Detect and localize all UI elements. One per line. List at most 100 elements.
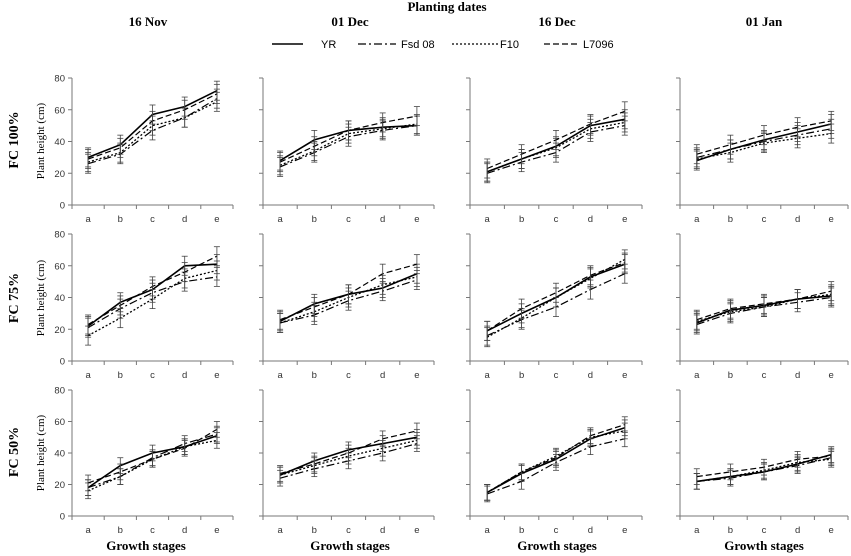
x-tick-label: a xyxy=(694,370,700,381)
x-tick-label: b xyxy=(519,214,524,225)
y-tick-label: 80 xyxy=(54,386,65,397)
x-tick-label: e xyxy=(214,370,219,381)
x-tick-label: d xyxy=(380,214,385,225)
x-axis-label-16-dec: Growth stages xyxy=(517,538,597,553)
x-tick-label: e xyxy=(414,370,419,381)
x-tick-label: b xyxy=(728,525,733,536)
row-label-fc100: FC 100% xyxy=(7,111,22,168)
x-tick-label: c xyxy=(762,214,767,225)
panel-fc-75-01-dec: a b c d e xyxy=(259,233,435,381)
x-tick-label: c xyxy=(346,525,351,536)
column-title-16-nov: 16 Nov xyxy=(129,14,168,29)
y-axis-label-fc50: Plant height (cm) xyxy=(35,414,47,491)
x-tick-label: b xyxy=(118,525,123,536)
panel-fc-75-16-nov: 0 20 40 60 80 a b c d e xyxy=(54,230,234,381)
x-tick-label: a xyxy=(85,214,91,225)
x-tick-label: e xyxy=(622,525,627,536)
x-tick-label: b xyxy=(519,525,524,536)
series-fsd-08-line xyxy=(87,98,218,165)
y-tick-label: 0 xyxy=(60,357,65,368)
y-tick-label: 40 xyxy=(54,137,65,148)
x-tick-label: e xyxy=(414,525,419,536)
chart-title: Planting dates xyxy=(407,0,486,14)
legend: YR Fsd 08 F10 L7096 xyxy=(272,39,614,51)
x-tick-label: a xyxy=(485,525,491,536)
x-tick-label: d xyxy=(182,525,187,536)
x-tick-label: a xyxy=(277,370,283,381)
x-tick-label: c xyxy=(554,214,559,225)
legend-label-yr: YR xyxy=(321,39,336,51)
row-label-fc50: FC 50% xyxy=(7,427,22,477)
x-tick-label: c xyxy=(346,214,351,225)
column-title-01-dec: 01 Dec xyxy=(331,14,368,29)
x-tick-label: d xyxy=(795,370,800,381)
x-tick-label: b xyxy=(312,370,317,381)
x-tick-label: c xyxy=(150,370,155,381)
x-tick-label: b xyxy=(728,214,733,225)
x-axis-label-01-jan: Growth stages xyxy=(724,538,804,553)
x-tick-label: c xyxy=(554,525,559,536)
x-tick-label: c xyxy=(346,370,351,381)
row-label-fc75: FC 75% xyxy=(7,273,22,323)
y-tick-label: 80 xyxy=(54,230,65,241)
y-tick-label: 40 xyxy=(54,449,65,460)
x-tick-label: b xyxy=(312,214,317,225)
column-title-01-jan: 01 Jan xyxy=(746,14,783,29)
panel-fc-50-16-dec: a b c d e xyxy=(466,389,643,536)
y-tick-label: 20 xyxy=(54,480,65,491)
panels: 0 20 40 60 80 a b c d e a b c d e a b c d e a b c d e 0 20 40 60 80 a b… xyxy=(54,74,849,536)
x-tick-label: e xyxy=(414,214,419,225)
y-tick-label: 0 xyxy=(60,512,65,523)
series-fsd-08-line xyxy=(87,276,217,329)
x-tick-label: b xyxy=(118,214,123,225)
y-tick-label: 60 xyxy=(54,417,65,428)
x-tick-label: b xyxy=(519,370,524,381)
x-tick-label: b xyxy=(312,525,317,536)
x-tick-label: d xyxy=(380,525,385,536)
panel-fc-75-01-jan: a b c d e xyxy=(676,233,849,381)
y-axis-label-fc100: Plant height (cm) xyxy=(35,102,47,179)
legend-label-l7096: L7096 xyxy=(583,39,614,51)
x-tick-label: a xyxy=(85,525,91,536)
panel-fc-100-01-dec: a b c d e xyxy=(259,77,435,225)
x-tick-label: d xyxy=(795,525,800,536)
x-tick-label: a xyxy=(85,370,91,381)
x-tick-label: b xyxy=(728,370,733,381)
x-tick-label: d xyxy=(380,370,385,381)
x-tick-label: b xyxy=(118,370,123,381)
x-tick-label: d xyxy=(182,370,187,381)
series-fsd-08-line xyxy=(279,279,418,324)
series-f10-line xyxy=(279,123,417,166)
series-l7096-line xyxy=(696,290,832,321)
series-l7096-line xyxy=(279,430,418,475)
y-tick-label: 60 xyxy=(54,261,65,272)
x-tick-label: d xyxy=(588,214,593,225)
panel-fc-100-16-dec: a b c d e xyxy=(466,77,643,225)
x-tick-label: a xyxy=(485,214,491,225)
y-tick-label: 40 xyxy=(54,293,65,304)
panel-fc-100-16-nov: 0 20 40 60 80 a b c d e xyxy=(54,74,234,225)
x-tick-label: a xyxy=(694,214,700,225)
panel-fc-50-01-jan: a b c d e xyxy=(676,389,849,536)
y-tick-label: 20 xyxy=(54,325,65,336)
legend-label-f10: F10 xyxy=(500,39,519,51)
x-tick-label: e xyxy=(622,214,627,225)
series-l7096-line xyxy=(696,120,832,155)
x-tick-label: d xyxy=(182,214,187,225)
x-tick-label: c xyxy=(554,370,559,381)
x-tick-label: d xyxy=(588,370,593,381)
x-tick-label: e xyxy=(622,370,627,381)
x-tick-label: a xyxy=(277,525,283,536)
x-tick-label: c xyxy=(762,370,767,381)
x-tick-label: e xyxy=(214,525,219,536)
x-axis-label-01-dec: Growth stages xyxy=(310,538,390,553)
series-l7096-line xyxy=(486,262,626,332)
x-tick-label: c xyxy=(150,525,155,536)
x-tick-label: a xyxy=(694,525,700,536)
legend-label-fsd08: Fsd 08 xyxy=(401,39,435,51)
y-tick-label: 80 xyxy=(54,74,65,85)
x-tick-label: a xyxy=(277,214,283,225)
series-f10-line xyxy=(279,439,418,476)
x-tick-label: d xyxy=(588,525,593,536)
